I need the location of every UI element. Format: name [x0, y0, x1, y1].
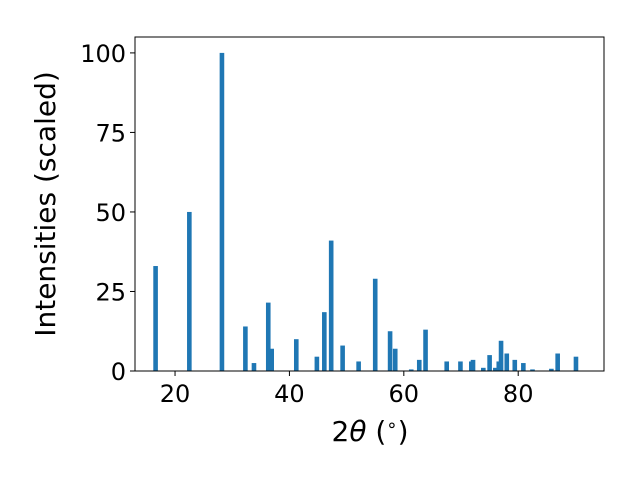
x-tick-label: 60: [389, 380, 420, 408]
bar: [219, 52, 225, 372]
bar: [187, 211, 192, 371]
bar: [416, 359, 422, 371]
bar: [340, 345, 345, 371]
bar: [498, 340, 504, 371]
bar: [251, 363, 257, 371]
bar: [458, 361, 463, 371]
y-tick-label: 0: [111, 358, 126, 386]
y-tick-label: 25: [95, 278, 126, 306]
x-tick-label: 40: [274, 380, 305, 408]
bar: [481, 367, 486, 371]
bar: [243, 326, 248, 371]
y-tick-label: 75: [95, 119, 126, 147]
bar: [269, 348, 274, 371]
bar: [444, 361, 450, 371]
x-axis-label-degree: ∘: [386, 415, 397, 436]
bar: [408, 369, 414, 371]
bar: [314, 356, 320, 371]
bar-series: [153, 52, 579, 372]
bar: [573, 356, 579, 371]
x-axis-ticks: 20 40 60 80: [160, 371, 534, 408]
bar: [322, 312, 327, 371]
x-axis-label: 2θ (∘): [331, 415, 408, 448]
x-axis-label-close: ): [398, 415, 409, 448]
plot-frame: [134, 36, 605, 372]
bar: [521, 363, 526, 371]
bar: [153, 266, 158, 371]
bar: [530, 369, 535, 371]
x-axis-label-prefix: 2: [331, 415, 349, 448]
bar: [387, 331, 393, 371]
bar: [328, 240, 334, 371]
x-tick-label: 80: [503, 380, 534, 408]
bar: [356, 361, 361, 371]
y-axis-label: Intensities (scaled): [29, 71, 62, 337]
y-axis-ticks: 0 25 50 75 100: [80, 40, 135, 386]
bar: [504, 353, 510, 371]
bar: [487, 355, 492, 371]
bar: [512, 359, 518, 371]
bar: [392, 348, 398, 371]
y-tick-label: 50: [95, 199, 126, 227]
bar: [470, 359, 476, 371]
bar: [555, 353, 560, 371]
bar: [423, 329, 428, 371]
x-axis-label-open: (: [366, 415, 386, 448]
y-tick-label: 100: [80, 40, 126, 68]
bar: [372, 278, 378, 371]
x-axis-label-symbol: θ: [349, 415, 366, 448]
bar: [549, 368, 554, 371]
bar: [293, 339, 299, 371]
bar: [493, 367, 498, 371]
bar: [265, 302, 271, 371]
x-tick-label: 20: [160, 380, 191, 408]
